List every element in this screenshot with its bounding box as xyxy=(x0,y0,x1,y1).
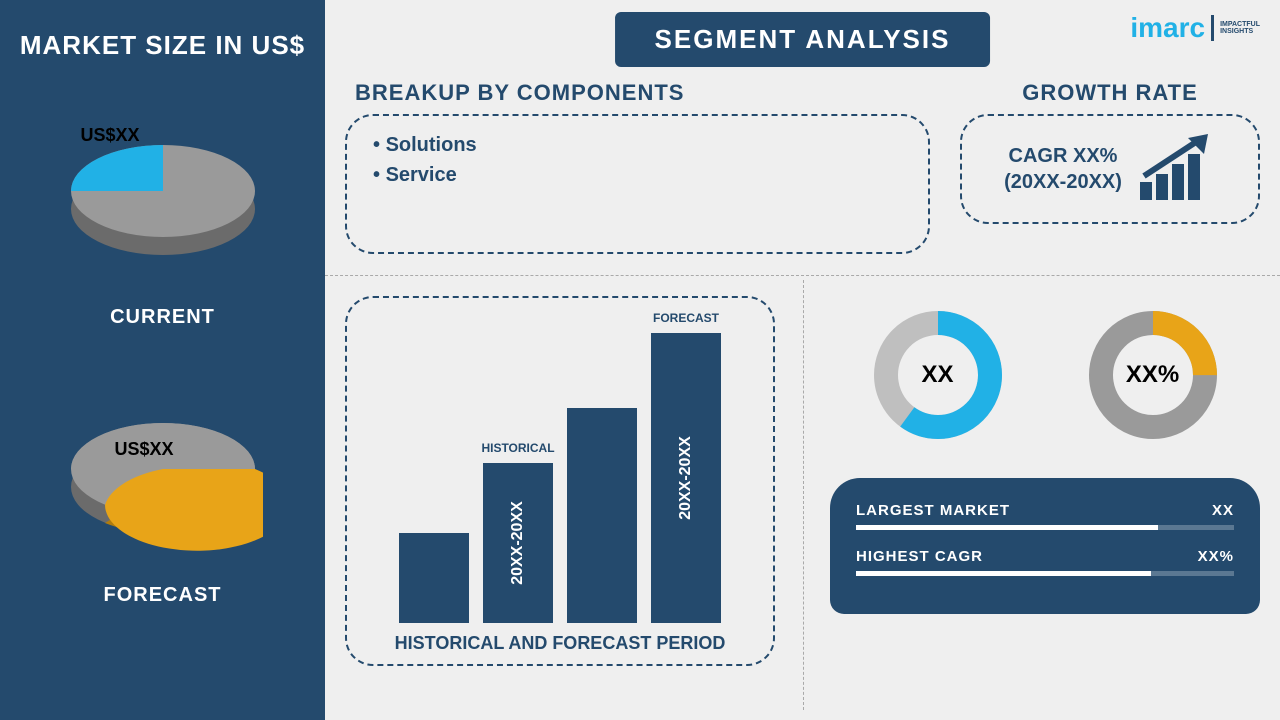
logo-divider xyxy=(1211,15,1214,41)
info-value: XX% xyxy=(1198,548,1234,565)
h-divider xyxy=(325,275,1280,276)
logo-sub: IMPACTFUL INSIGHTS xyxy=(1220,21,1260,35)
breakup-item: Service xyxy=(373,160,902,190)
info-box: LARGEST MARKET XX HIGHEST CAGR XX% xyxy=(830,478,1260,614)
pie-forecast: US$XX xyxy=(63,369,263,569)
growth-arrow-icon xyxy=(1136,134,1216,204)
breakup-section: BREAKUP BY COMPONENTS Solutions Service xyxy=(345,80,930,254)
pie-current-label: US$XX xyxy=(81,125,140,146)
bar-side-label: 20XX-20XX xyxy=(677,436,695,520)
growth-box: CAGR XX% (20XX-20XX) xyxy=(960,114,1260,224)
bar-caption: HISTORICAL AND FORECAST PERIOD xyxy=(365,633,755,654)
bar xyxy=(567,408,637,623)
left-panel: MARKET SIZE IN US$ US$XX CURRENT US$XX F… xyxy=(0,0,325,720)
info-row: LARGEST MARKET XX xyxy=(856,502,1234,530)
breakup-title: BREAKUP BY COMPONENTS xyxy=(355,80,930,106)
donut-chart: XX xyxy=(863,300,1013,450)
pie-forecast-wrap: US$XX FORECAST xyxy=(48,369,278,607)
breakup-item: Solutions xyxy=(373,130,902,160)
donut-center: XX xyxy=(863,300,1013,450)
info-label: LARGEST MARKET xyxy=(856,502,1010,519)
bar xyxy=(399,533,469,623)
bar: HISTORICAL20XX-20XX xyxy=(483,463,553,623)
pie-forecast-caption: FORECAST xyxy=(104,584,222,607)
bar-top-label: FORECAST xyxy=(653,311,719,325)
growth-title: GROWTH RATE xyxy=(960,80,1260,106)
bar: FORECAST20XX-20XX xyxy=(651,333,721,623)
growth-section: GROWTH RATE CAGR XX% (20XX-20XX) xyxy=(960,80,1260,254)
info-value: XX xyxy=(1212,502,1234,519)
pie-current: US$XX xyxy=(63,91,263,291)
pie-current-caption: CURRENT xyxy=(110,306,215,329)
info-label: HIGHEST CAGR xyxy=(856,548,983,565)
info-progress xyxy=(856,525,1234,530)
bar-section: HISTORICAL20XX-20XXFORECAST20XX-20XX HIS… xyxy=(345,296,775,666)
bottom-right: XX XX% LARGEST MARKET XX HIGHEST CAGR XX% xyxy=(830,300,1260,614)
pie-current-wrap: US$XX CURRENT xyxy=(48,91,278,329)
brand-logo: imarc IMPACTFUL INSIGHTS xyxy=(1130,12,1260,44)
donut-row: XX XX% xyxy=(830,300,1260,450)
pie-forecast-label: US$XX xyxy=(115,439,174,460)
breakup-box: Solutions Service xyxy=(345,114,930,254)
left-title: MARKET SIZE IN US$ xyxy=(20,30,305,61)
info-progress xyxy=(856,571,1234,576)
bar-top-label: HISTORICAL xyxy=(481,441,554,455)
bar-chart: HISTORICAL20XX-20XXFORECAST20XX-20XX xyxy=(365,316,755,623)
bar-box: HISTORICAL20XX-20XXFORECAST20XX-20XX HIS… xyxy=(345,296,775,666)
v-divider xyxy=(803,280,804,710)
growth-text: CAGR XX% (20XX-20XX) xyxy=(1004,143,1122,195)
bar-side-label: 20XX-20XX xyxy=(509,501,527,585)
logo-text: imarc xyxy=(1130,12,1205,44)
donut-center: XX% xyxy=(1078,300,1228,450)
page-title: SEGMENT ANALYSIS xyxy=(615,12,991,67)
donut-chart: XX% xyxy=(1078,300,1228,450)
right-panel: SEGMENT ANALYSIS imarc IMPACTFUL INSIGHT… xyxy=(325,0,1280,720)
row-top: BREAKUP BY COMPONENTS Solutions Service … xyxy=(345,80,1260,254)
info-row: HIGHEST CAGR XX% xyxy=(856,548,1234,576)
